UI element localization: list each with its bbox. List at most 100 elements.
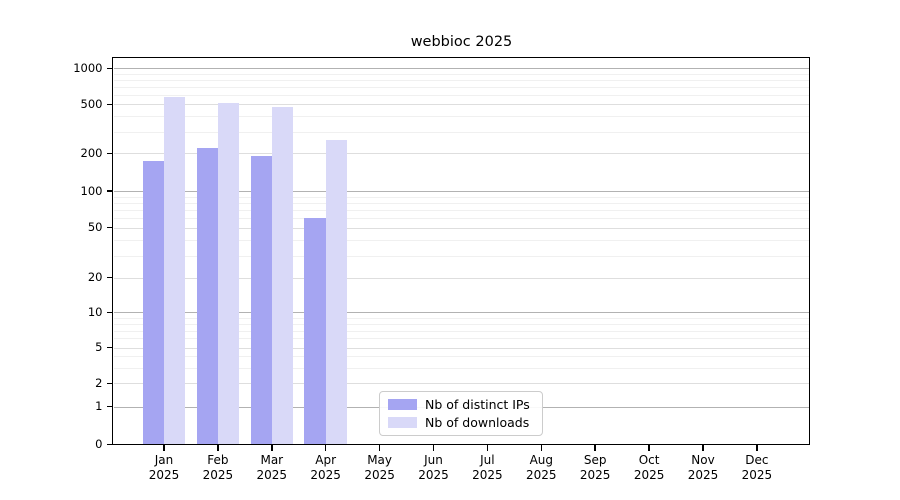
y-gridline-minor bbox=[113, 94, 810, 96]
y-tick-label: 500 bbox=[80, 96, 103, 111]
y-tick bbox=[106, 276, 113, 279]
x-tick-year: 2025 bbox=[256, 468, 288, 482]
x-tick bbox=[486, 444, 489, 451]
x-tick-year: 2025 bbox=[687, 468, 719, 482]
y-gridline-minor bbox=[113, 255, 810, 257]
legend-item-distinct-ips: Nb of distinct IPs bbox=[388, 397, 534, 412]
bar-downloads-feb bbox=[217, 103, 240, 445]
x-tick-label-jun: Jun 2025 bbox=[402, 453, 466, 484]
x-tick-month: May bbox=[367, 452, 392, 467]
y-tick-label: 5 bbox=[95, 340, 103, 355]
y-gridline-minor bbox=[113, 356, 810, 358]
y-gridline-minor bbox=[113, 79, 810, 81]
y-gridline-minor bbox=[113, 202, 810, 204]
x-tick-month: Jan bbox=[154, 452, 174, 467]
y-gridline-minor bbox=[113, 73, 810, 75]
x-tick bbox=[756, 444, 758, 451]
x-tick-label-sep: Sep 2025 bbox=[563, 453, 627, 484]
legend-label-distinct-ips: Nb of distinct IPs bbox=[425, 397, 530, 412]
chart-title: webbioc 2025 bbox=[410, 34, 513, 50]
y-gridline-major bbox=[113, 277, 810, 279]
x-tick-year: 2025 bbox=[202, 468, 234, 482]
x-tick-label-nov: Nov 2025 bbox=[671, 453, 735, 484]
x-tick-label-jul: Jul 2025 bbox=[455, 453, 519, 484]
y-gridline-major bbox=[113, 153, 810, 155]
y-gridline-major bbox=[113, 383, 810, 385]
bar-downloads-apr bbox=[325, 140, 347, 445]
x-tick bbox=[432, 444, 435, 451]
x-tick-year: 2025 bbox=[364, 468, 395, 482]
y-tick-label: 200 bbox=[80, 145, 103, 160]
y-tick bbox=[106, 311, 113, 314]
y-gridline-decade bbox=[113, 68, 810, 70]
x-tick-year: 2025 bbox=[633, 468, 665, 482]
y-gridline-major bbox=[113, 227, 810, 229]
y-tick bbox=[106, 382, 113, 385]
bar-distinct-ips-mar bbox=[250, 156, 272, 445]
x-tick-month: Sep bbox=[583, 452, 607, 467]
x-tick-month: Mar bbox=[260, 452, 284, 467]
y-gridline-minor bbox=[113, 209, 810, 211]
x-tick bbox=[378, 444, 381, 451]
x-tick-year: 2025 bbox=[310, 468, 341, 482]
x-tick-label-oct: Oct 2025 bbox=[617, 453, 681, 484]
y-tick bbox=[106, 103, 113, 106]
x-tick-year: 2025 bbox=[741, 468, 773, 482]
y-gridline-major bbox=[113, 347, 810, 349]
bar-distinct-ips-apr bbox=[304, 218, 326, 445]
y-gridline-decade bbox=[113, 191, 810, 192]
y-tick bbox=[106, 226, 113, 229]
legend: Nb of distinct IPs Nb of downloads bbox=[379, 391, 543, 436]
x-tick-label-apr: Apr 2025 bbox=[294, 453, 358, 484]
bar-downloads-mar bbox=[271, 107, 294, 445]
x-tick-label-feb: Feb 2025 bbox=[186, 453, 250, 484]
x-tick-label-aug: Aug 2025 bbox=[509, 453, 573, 484]
y-tick-label: 2 bbox=[95, 375, 103, 390]
x-tick-label-may: May 2025 bbox=[348, 453, 412, 484]
x-tick bbox=[648, 444, 650, 451]
y-tick-label: 10 bbox=[87, 304, 103, 319]
bar-distinct-ips-feb bbox=[196, 148, 218, 445]
x-tick-year: 2025 bbox=[526, 468, 557, 482]
y-gridline-minor bbox=[113, 317, 810, 319]
x-tick-month: Feb bbox=[207, 452, 229, 467]
x-tick bbox=[324, 444, 327, 451]
x-tick-month: Jun bbox=[424, 452, 443, 467]
y-tick-label: 20 bbox=[87, 270, 103, 285]
x-tick-year: 2025 bbox=[148, 468, 180, 482]
x-tick-month: Apr bbox=[315, 452, 337, 467]
plot-area bbox=[113, 58, 810, 445]
y-tick bbox=[106, 67, 113, 70]
legend-item-downloads: Nb of downloads bbox=[388, 415, 534, 430]
y-gridline-minor bbox=[113, 323, 810, 325]
x-tick-year: 2025 bbox=[418, 468, 449, 482]
y-tick bbox=[106, 152, 113, 155]
y-tick bbox=[106, 405, 113, 408]
legend-label-downloads: Nb of downloads bbox=[425, 415, 530, 430]
x-tick-month: Nov bbox=[691, 452, 715, 467]
y-tick-label: 1000 bbox=[73, 60, 103, 75]
y-gridline-minor bbox=[113, 367, 810, 369]
y-gridline-minor bbox=[113, 196, 810, 198]
x-tick bbox=[702, 444, 704, 451]
y-tick-label: 100 bbox=[80, 183, 103, 198]
legend-swatch-distinct-ips bbox=[388, 399, 417, 410]
x-tick bbox=[271, 444, 273, 451]
y-tick-label: 0 bbox=[95, 437, 103, 451]
y-gridline-decade bbox=[113, 312, 810, 314]
x-tick bbox=[540, 444, 543, 451]
y-tick-label: 1 bbox=[95, 399, 103, 414]
y-gridline-minor bbox=[113, 330, 810, 332]
x-tick-month: Dec bbox=[745, 452, 769, 467]
x-tick-label-mar: Mar 2025 bbox=[240, 453, 304, 484]
bar-distinct-ips-jan bbox=[142, 160, 164, 445]
x-tick-label-dec: Dec 2025 bbox=[725, 453, 789, 484]
y-tick-label: 50 bbox=[87, 220, 103, 235]
y-gridline-minor bbox=[113, 338, 810, 340]
y-gridline-minor bbox=[113, 239, 810, 241]
x-tick bbox=[163, 444, 165, 451]
x-tick-year: 2025 bbox=[579, 468, 611, 482]
y-gridline-minor bbox=[113, 218, 810, 220]
y-tick bbox=[106, 346, 113, 349]
